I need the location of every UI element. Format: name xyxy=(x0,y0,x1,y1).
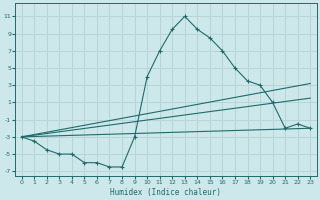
X-axis label: Humidex (Indice chaleur): Humidex (Indice chaleur) xyxy=(110,188,221,197)
